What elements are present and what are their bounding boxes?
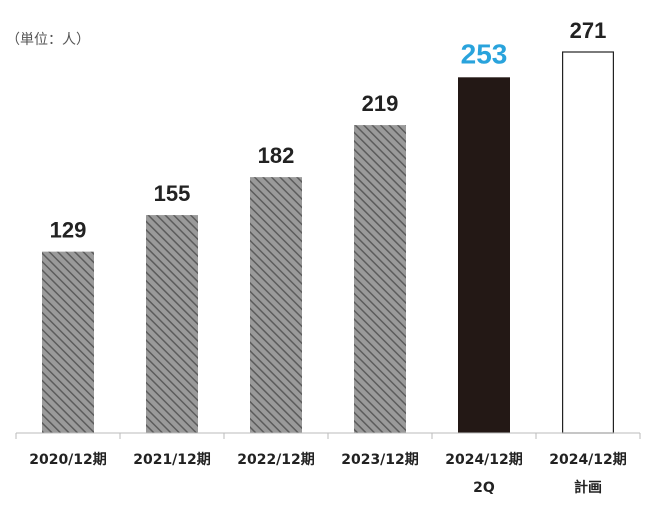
value-label-5: 253 — [461, 38, 508, 69]
x-tick-label-1: 2020/12期 — [29, 452, 107, 468]
value-label-6: 271 — [570, 18, 607, 43]
value-label-2: 155 — [154, 181, 191, 206]
bar-1 — [42, 251, 94, 433]
x-tick-label-4: 2023/12期 — [341, 452, 419, 468]
bar-3 — [250, 177, 302, 433]
x-tick-label-5-line-2: 2Q — [473, 480, 495, 496]
bars-group: 129 155 182 219 253 271 — [42, 18, 614, 434]
bar-5 — [458, 77, 510, 433]
unit-label: （単位：人） — [6, 32, 90, 48]
bar-2 — [146, 215, 198, 433]
value-label-4: 219 — [362, 91, 399, 116]
x-tick-label-5-line-1: 2024/12期 — [445, 452, 523, 468]
x-tick-label-6-line-1: 2024/12期 — [549, 452, 627, 468]
x-tick-label-6-line-2: 計画 — [574, 479, 602, 496]
value-label-3: 182 — [258, 143, 295, 168]
x-tick-label-2: 2021/12期 — [133, 452, 211, 468]
x-axis: 2020/12期 2021/12期 2022/12期 2023/12期 2024/12期… — [15, 432, 641, 496]
value-label-1: 129 — [50, 218, 87, 243]
bar-6 — [561, 51, 614, 434]
x-tick-label-3: 2022/12期 — [237, 452, 315, 468]
bar-4 — [354, 125, 406, 434]
